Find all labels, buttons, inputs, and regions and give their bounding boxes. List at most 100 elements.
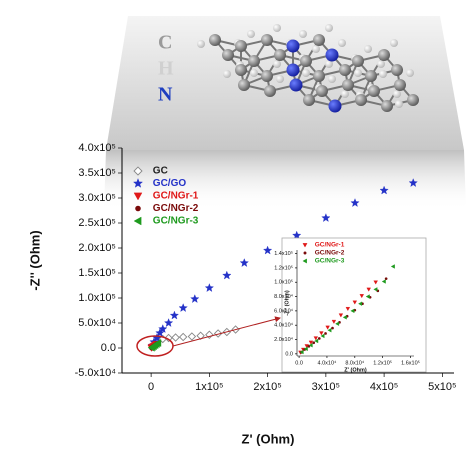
- y-tick-label: -5.0x10⁴: [75, 367, 117, 379]
- h-atom: [312, 45, 320, 53]
- marker: [178, 332, 188, 342]
- marker: [292, 230, 302, 240]
- marker: [408, 178, 418, 187]
- shadow: [104, 150, 466, 210]
- c-atom: [248, 55, 260, 67]
- element-label: C: [158, 32, 172, 54]
- h-atom: [354, 69, 362, 77]
- y-tick-label: 4.0x10⁴: [274, 322, 294, 329]
- legend-label: GC: [153, 166, 168, 177]
- marker: [335, 321, 340, 327]
- marker: [187, 332, 197, 341]
- marker: [331, 326, 334, 330]
- marker: [308, 343, 313, 348]
- h-atom: [395, 100, 403, 108]
- marker: [135, 205, 141, 212]
- c-atom: [261, 70, 273, 82]
- y-tick-label: 2.0x10⁴: [274, 336, 294, 343]
- c-atom: [339, 64, 351, 76]
- marker: [324, 332, 327, 335]
- h-atom: [299, 30, 307, 38]
- x-tick-label: 1.6x10⁵: [401, 359, 420, 366]
- y-tick-label: 0.0: [101, 342, 116, 354]
- marker: [390, 264, 395, 269]
- c-atom: [355, 94, 367, 106]
- c-atom: [352, 55, 364, 67]
- marker: [365, 294, 370, 299]
- y-tick-label: 5.0x10⁴: [78, 317, 116, 329]
- y-tick-label: 8.0x10⁴: [274, 293, 294, 300]
- h-atom: [223, 70, 231, 78]
- marker: [169, 310, 180, 320]
- marker: [178, 303, 188, 312]
- marker: [303, 251, 307, 255]
- c-atom: [235, 64, 247, 76]
- y-tick-label: 1.4x10⁵: [274, 250, 293, 257]
- y-axis-label: -Z'' (Ohm): [27, 230, 42, 290]
- legend-label: GC/NGr-1: [153, 191, 199, 202]
- x-tick-label: 8.0x10⁴: [345, 359, 365, 366]
- c-atom: [313, 70, 325, 82]
- h-atom: [377, 60, 385, 68]
- marker: [338, 313, 344, 318]
- c-atom: [391, 64, 403, 76]
- legend-label: GC/NGr-2: [315, 250, 345, 257]
- c-atom: [209, 34, 221, 46]
- x-tick-label: 0.0: [295, 360, 303, 366]
- marker: [133, 192, 143, 201]
- marker: [190, 294, 200, 303]
- x-tick-label: 0: [148, 381, 154, 393]
- c-atom: [235, 40, 247, 52]
- marker: [384, 277, 388, 280]
- x-tick-label: 1.2x10⁵: [373, 359, 392, 366]
- h-atom: [273, 60, 281, 68]
- marker: [171, 333, 180, 342]
- legend-label: GC/NGr-3: [315, 258, 345, 265]
- x-axis-label: Z' (Ohm): [344, 367, 367, 373]
- x-axis-label: Z' (Ohm): [242, 431, 295, 446]
- n-atom: [325, 48, 339, 62]
- c-atom: [368, 85, 380, 97]
- h-atom: [197, 40, 205, 48]
- marker: [132, 178, 144, 188]
- marker: [342, 315, 347, 320]
- marker: [313, 336, 319, 341]
- marker: [299, 349, 304, 355]
- y-axis-label: -Z'' (Ohm): [284, 290, 290, 316]
- y-tick-label: 2.0x10⁵: [78, 242, 116, 254]
- y-tick-label: 3.5x10⁵: [78, 167, 116, 179]
- marker: [359, 294, 365, 299]
- y-tick-label: 3.0x10⁵: [78, 192, 116, 204]
- marker: [163, 318, 174, 327]
- marker: [331, 319, 337, 324]
- marker: [133, 166, 143, 176]
- zoom-arrow: [172, 316, 281, 347]
- h-atom: [338, 39, 346, 47]
- y-tick-label: 1.0x10⁵: [78, 292, 116, 304]
- y-tick-label: 1.5x10⁵: [78, 267, 116, 279]
- marker: [155, 328, 165, 337]
- h-atom: [341, 90, 349, 98]
- marker: [366, 287, 371, 292]
- marker: [262, 245, 273, 255]
- element-label: N: [158, 84, 173, 106]
- y-tick-label: 6.0x10⁴: [274, 307, 294, 314]
- marker: [213, 329, 223, 338]
- c-atom: [274, 49, 286, 61]
- marker: [373, 287, 378, 292]
- x-tick-label: 5x10⁵: [428, 381, 456, 393]
- marker: [133, 216, 142, 226]
- n-atom: [286, 63, 300, 77]
- c-atom: [222, 49, 234, 61]
- marker: [196, 331, 205, 340]
- marker: [312, 341, 316, 345]
- inset-frame: [281, 237, 427, 373]
- y-tick-label: 0.0: [285, 351, 293, 357]
- legend-label: GC/GO: [153, 178, 187, 189]
- marker: [154, 339, 162, 347]
- marker: [222, 270, 232, 280]
- marker: [358, 301, 363, 306]
- marker: [239, 258, 249, 267]
- c-atom: [261, 34, 273, 46]
- inset-chart: 0.0 4.0x10⁴ 8.0x10⁴ 1.2x10⁵ 1.6x10⁵ 0.0 2.0x10…: [274, 242, 420, 374]
